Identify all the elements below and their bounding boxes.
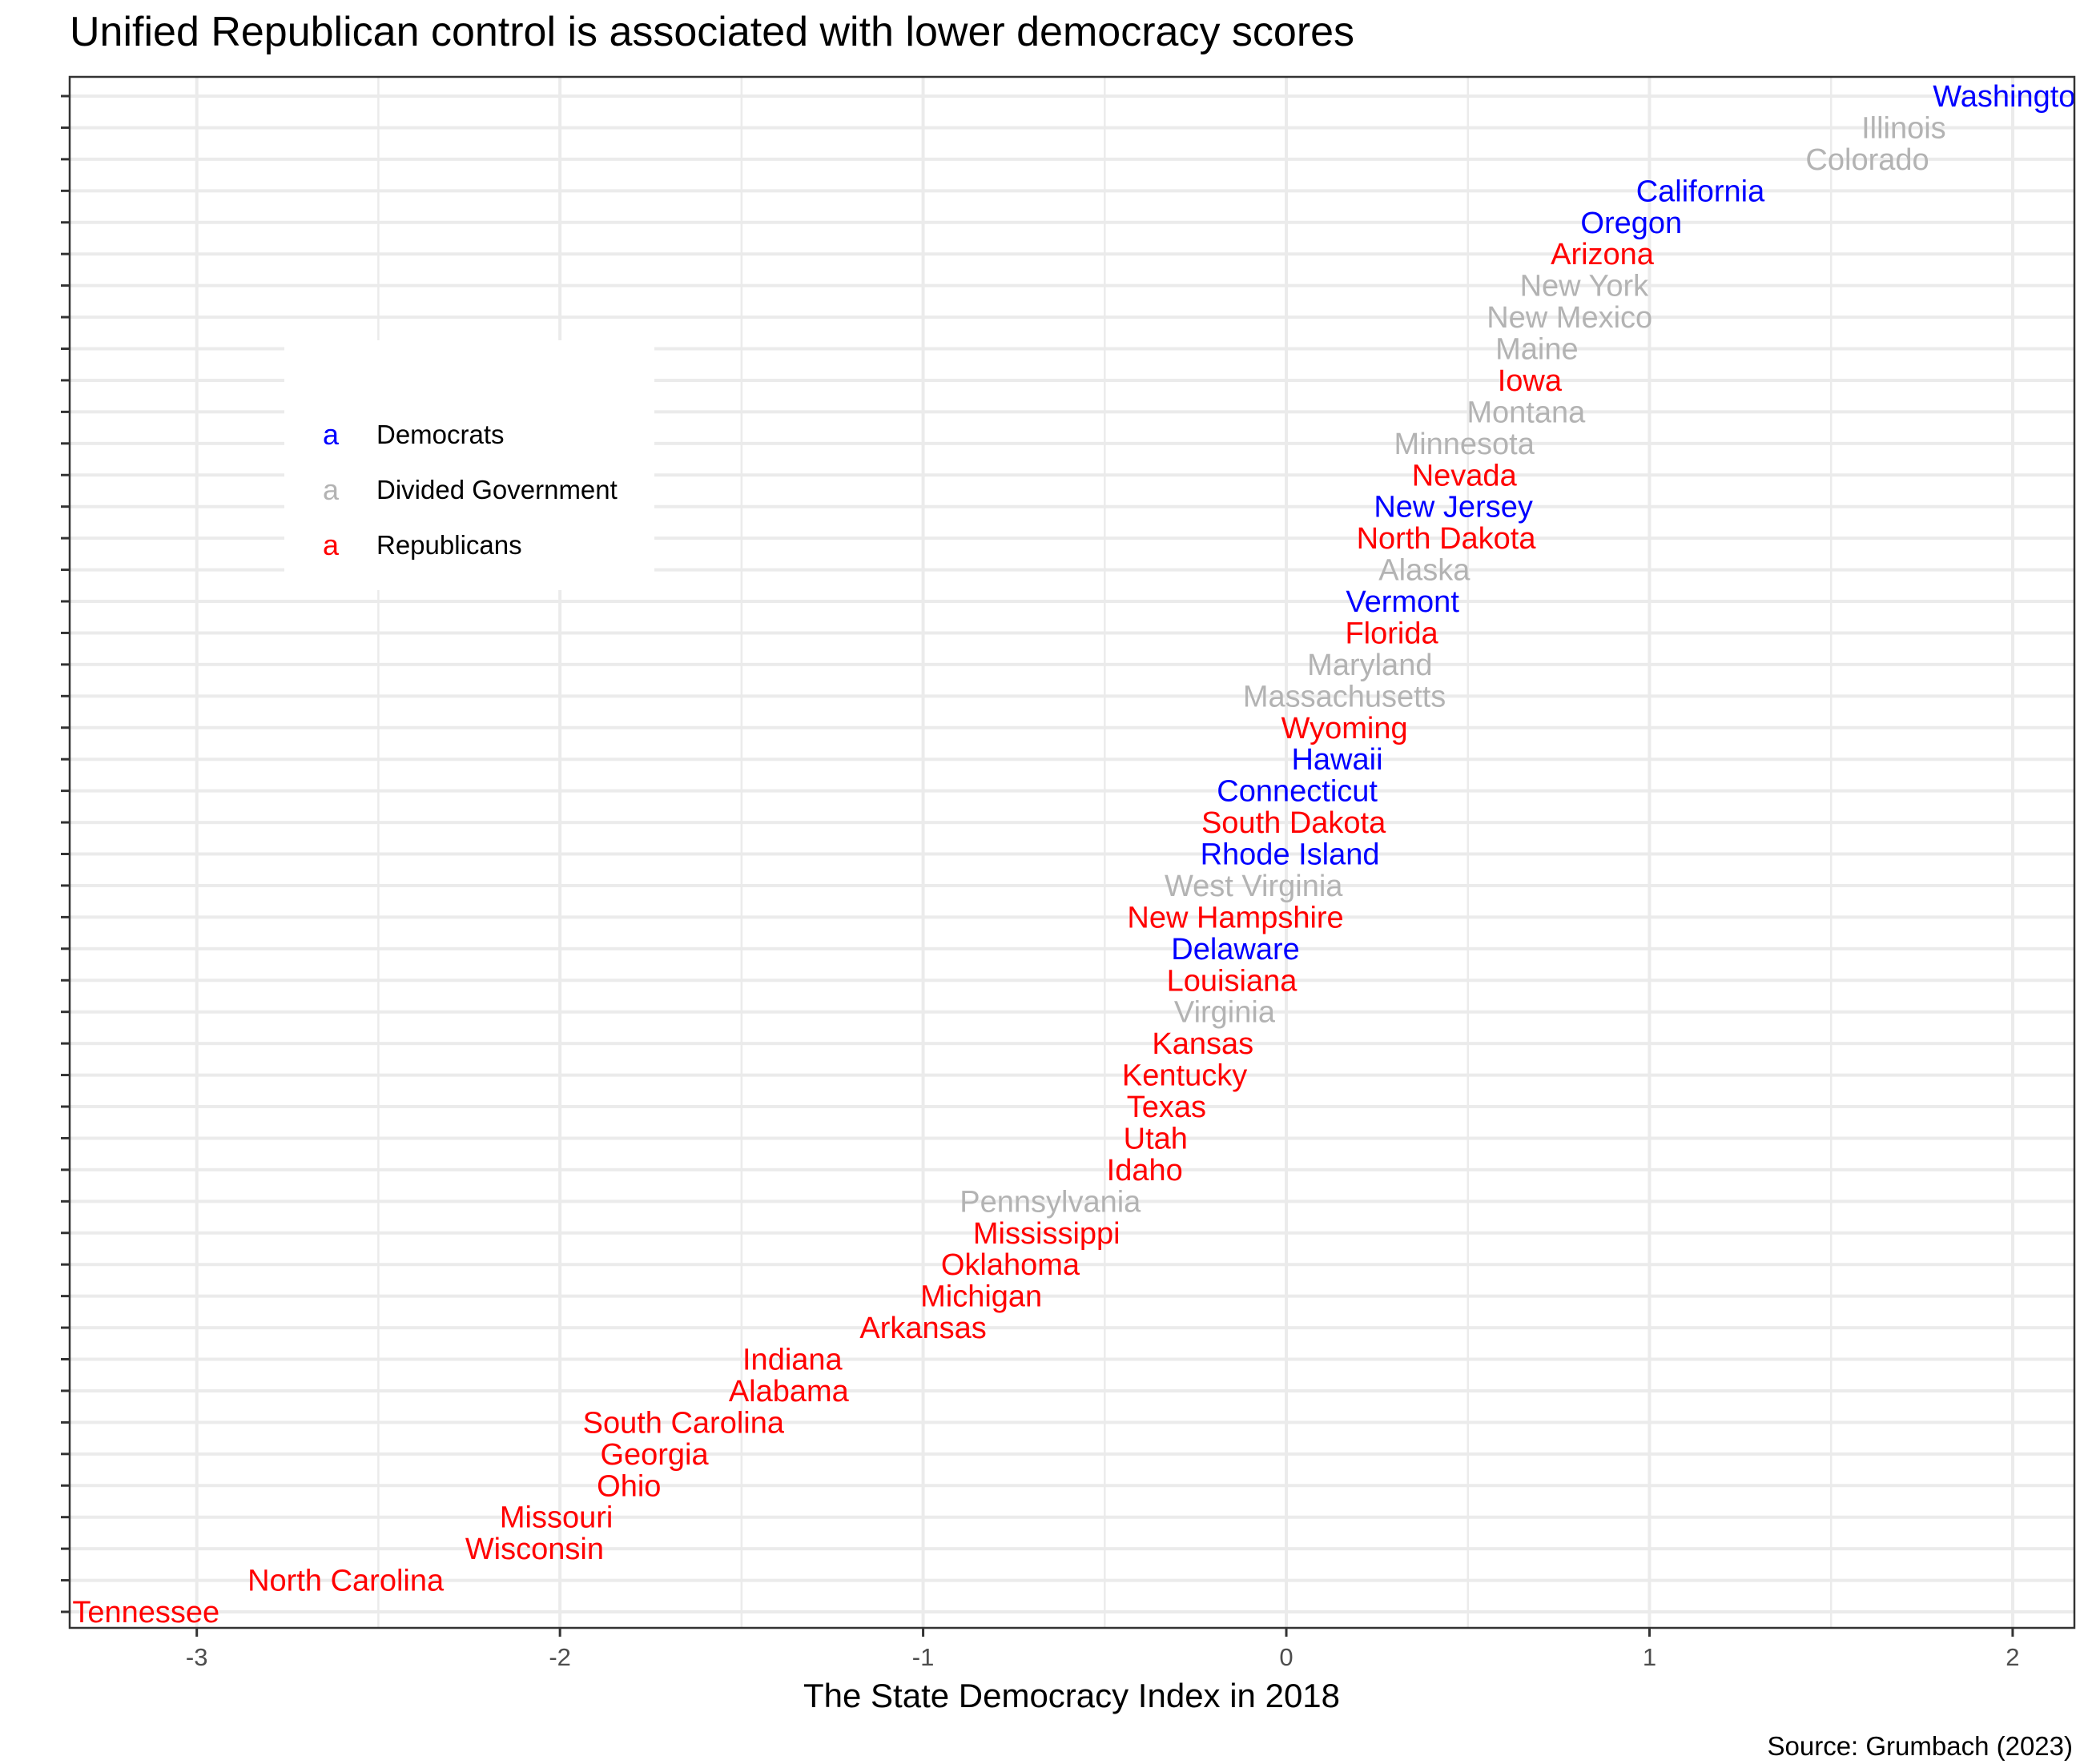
state-labels: WashingtonIllinoisColorado CaliforniaOreg… <box>72 80 2076 1629</box>
state-label-point: Texas <box>1127 1091 1206 1124</box>
x-axis-ticks: -3 -2 -1 0 1 2 <box>186 1628 2020 1671</box>
state-label-point: Utah <box>1124 1122 1188 1155</box>
state-label-point: Mississippi <box>973 1217 1120 1251</box>
state-label-point: South Dakota <box>1201 806 1386 840</box>
chart-caption: Source: Grumbach (2023) <box>1767 1731 2073 1761</box>
state-label-point: Tennessee <box>72 1596 219 1629</box>
state-label-point: California <box>1636 175 1765 208</box>
state-label-point: Alabama <box>729 1375 850 1408</box>
state-label-point: Delaware <box>1171 933 1300 966</box>
state-label-point: North Carolina <box>247 1565 445 1598</box>
x-tick-label: -1 <box>912 1643 935 1671</box>
legend-label: Democrats <box>376 420 505 449</box>
state-label-point: Indiana <box>742 1344 843 1377</box>
state-label-point: Maryland <box>1307 649 1432 682</box>
legend-background <box>284 340 654 590</box>
state-label-point: Iowa <box>1498 364 1563 398</box>
state-label-point: Arizona <box>1551 238 1655 271</box>
x-tick-label: -3 <box>186 1643 208 1671</box>
state-label-point: Kentucky <box>1122 1059 1247 1093</box>
legend-entries: a Democrats a Divided Government a Republican… <box>323 418 618 561</box>
state-label-point: Ohio <box>597 1469 661 1503</box>
x-tick-label: 2 <box>2006 1643 2019 1671</box>
state-label-point: South Carolina <box>583 1406 785 1440</box>
x-axis-title: The State Democracy Index in 2018 <box>803 1677 1340 1714</box>
chart-title: Unified Republican control is associated… <box>70 9 1354 55</box>
state-label-point: North Dakota <box>1357 522 1537 556</box>
state-label-point: Washington <box>1933 80 2076 114</box>
state-label-point: Colorado <box>1805 143 1929 177</box>
legend: a Democrats a Divided Government a Republican… <box>284 340 654 590</box>
state-label-point: Arkansas <box>859 1312 986 1345</box>
state-label-point: Illinois <box>1861 111 1946 145</box>
state-label-point: Wyoming <box>1281 712 1408 745</box>
state-label-point: Wisconsin <box>465 1533 604 1566</box>
state-label-point: West Virginia <box>1165 870 1343 903</box>
state-label-point: Alaska <box>1378 554 1470 588</box>
state-label-point: Rhode Island <box>1201 838 1380 872</box>
legend-label: Divided Government <box>376 475 618 504</box>
state-label-point: Hawaii <box>1291 743 1382 777</box>
legend-key: a <box>323 418 340 451</box>
state-label-point: Missouri <box>500 1501 613 1535</box>
state-label-point: Oregon <box>1580 207 1682 240</box>
state-label-point: Connecticut <box>1217 775 1378 809</box>
state-label-point: Massachusetts <box>1243 680 1446 713</box>
legend-key: a <box>323 528 340 561</box>
state-label-point: Michigan <box>920 1280 1042 1314</box>
x-tick-label: 1 <box>1643 1643 1656 1671</box>
state-label-point: Kansas <box>1152 1027 1253 1061</box>
state-label-point: Louisiana <box>1167 964 1298 998</box>
y-axis-ticks <box>61 94 70 1613</box>
state-label-point: Virginia <box>1174 996 1276 1030</box>
state-label-point: New Mexico <box>1487 301 1652 335</box>
state-label-point: Oklahoma <box>941 1248 1080 1282</box>
x-tick-label: -2 <box>549 1643 571 1671</box>
state-label-point: New Hampshire <box>1127 901 1343 934</box>
legend-label: Republicans <box>376 530 522 560</box>
legend-key: a <box>323 473 340 506</box>
state-label-point: Vermont <box>1346 585 1459 619</box>
plot-border <box>68 75 2076 1629</box>
state-label-point: Montana <box>1466 396 1586 429</box>
state-label-point: Pennsylvania <box>960 1185 1141 1219</box>
x-tick-label: 0 <box>1279 1643 1293 1671</box>
state-label-point: Maine <box>1495 333 1579 367</box>
state-label-point: New Jersey <box>1374 491 1533 524</box>
state-label-point: Nevada <box>1412 459 1518 492</box>
state-label-point: Florida <box>1345 617 1438 650</box>
state-label-point: Minnesota <box>1394 428 1535 461</box>
state-label-point: Georgia <box>600 1438 709 1472</box>
state-label-point: New York <box>1520 270 1650 303</box>
state-label-point: Idaho <box>1107 1154 1183 1187</box>
